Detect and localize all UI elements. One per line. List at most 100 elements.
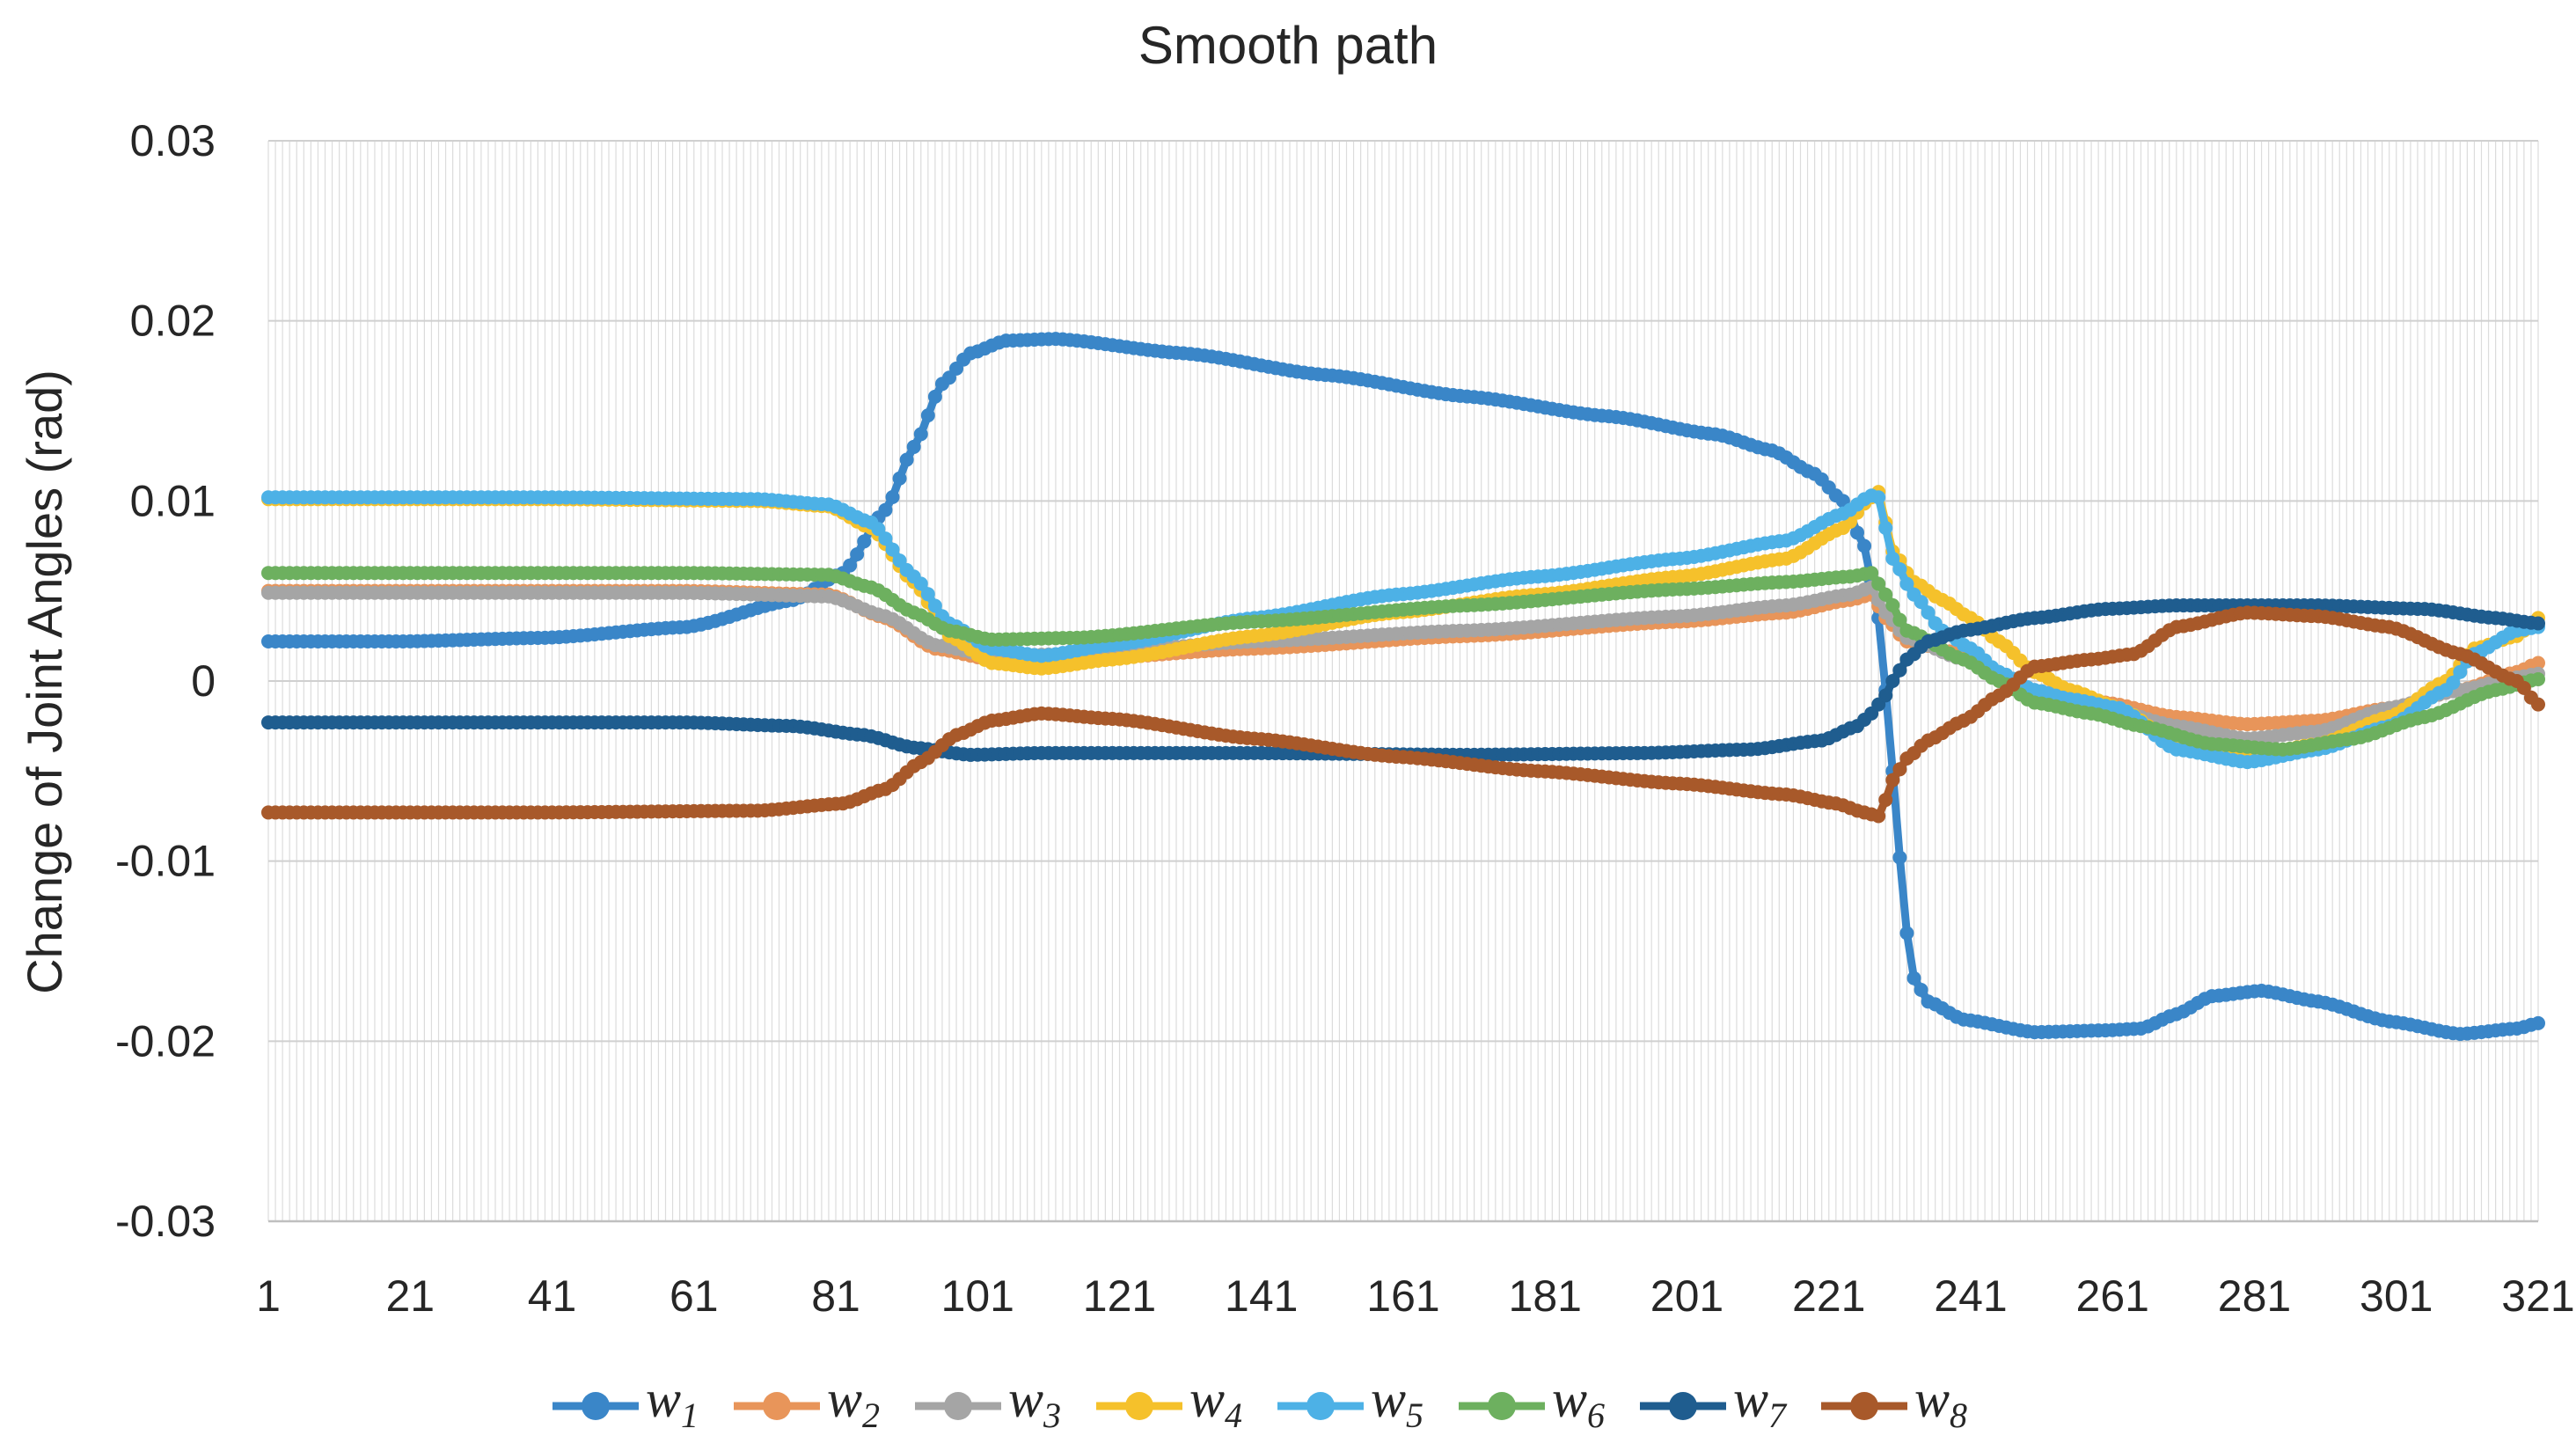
x-tick-label: 161: [1366, 1271, 1439, 1321]
legend-label-w2: w2: [827, 1370, 880, 1435]
legend-item-w8: w8: [1821, 1370, 1967, 1435]
data-point-w5: [913, 576, 928, 591]
legend-item-w4: w4: [1096, 1370, 1242, 1435]
data-point-w5: [878, 531, 893, 546]
x-tick-label: 121: [1083, 1271, 1156, 1321]
data-point-w6: [1878, 587, 1893, 602]
legend-item-w3: w3: [915, 1370, 1061, 1435]
legend-marker-w1: [582, 1392, 610, 1420]
data-point-w1: [899, 452, 914, 467]
y-tick-label: 0.02: [130, 297, 216, 346]
chart-title: Smooth path: [1138, 16, 1438, 75]
data-point-w6: [2531, 671, 2545, 686]
data-point-w1: [906, 439, 921, 454]
legend-marker-w8: [1850, 1392, 1878, 1420]
data-point-w1: [920, 408, 935, 423]
data-point-w8: [1878, 793, 1893, 808]
legend-marker-w4: [1125, 1392, 1153, 1420]
x-tick-labels: 1 21 41 61 81 101 121 141 161 181 201 221 241 261 281 3…: [256, 1271, 2575, 1321]
data-point-w5: [920, 587, 935, 602]
data-point-w8: [1885, 773, 1900, 787]
data-point-w1: [843, 558, 858, 573]
legend-label-w6: w6: [1552, 1370, 1605, 1435]
series-w8: [261, 605, 2545, 824]
data-point-w1: [885, 490, 900, 505]
x-tick-label: 181: [1509, 1271, 1582, 1321]
data-point-w5: [2453, 664, 2468, 679]
data-point-w8: [2531, 697, 2545, 712]
legend-label-w4: w4: [1189, 1370, 1242, 1435]
data-point-w5: [1914, 595, 1928, 610]
legend-label-w5: w5: [1371, 1370, 1423, 1435]
legend-label-w7: w7: [1733, 1370, 1788, 1435]
legend-label-w1: w1: [646, 1370, 699, 1435]
data-point-w7: [1892, 663, 1907, 678]
y-tick-label: -0.02: [115, 1016, 216, 1066]
legend-marker-w2: [763, 1392, 791, 1420]
data-point-w1: [1906, 971, 1921, 985]
y-axis-title: Change of Joint Angles (rad): [17, 370, 72, 994]
legend-label-w3: w3: [1008, 1370, 1061, 1435]
data-point-w8: [1892, 762, 1907, 777]
data-point-w7: [2531, 616, 2545, 631]
x-tick-label: 81: [811, 1271, 860, 1321]
data-point-w7: [1878, 688, 1893, 703]
data-point-w5: [885, 542, 900, 557]
data-point-w1: [878, 502, 893, 517]
x-tick-label: 301: [2360, 1271, 2433, 1321]
data-point-w1: [1892, 850, 1907, 865]
x-tick-label: 61: [670, 1271, 719, 1321]
x-tick-label: 321: [2501, 1271, 2574, 1321]
data-point-w5: [1878, 521, 1893, 536]
data-point-w7: [1885, 674, 1900, 688]
legend-marker-w3: [944, 1392, 972, 1420]
data-point-w1: [857, 534, 872, 549]
x-tick-label: 1: [256, 1271, 281, 1321]
data-point-w6: [1864, 566, 1879, 581]
data-point-w1: [1899, 926, 1914, 941]
legend-item-w2: w2: [734, 1370, 880, 1435]
y-tick-label: -0.01: [115, 837, 216, 886]
y-tick-label: 0.03: [130, 116, 216, 165]
legend: w1 w2 w3 w4 w5 w6 w7 w8: [553, 1370, 1967, 1435]
legend-label-w8: w8: [1914, 1370, 1967, 1435]
grid: [267, 140, 2539, 1223]
x-tick-label: 201: [1650, 1271, 1723, 1321]
data-point-w8: [1871, 809, 1886, 824]
x-tick-label: 221: [1792, 1271, 1865, 1321]
data-point-w1: [892, 471, 907, 486]
data-point-w6: [1885, 597, 1900, 612]
data-point-w1: [2531, 1015, 2545, 1030]
data-point-w1: [1850, 525, 1864, 540]
data-point-w2: [2531, 656, 2545, 670]
data-point-w1: [850, 546, 865, 561]
y-tick-label: 0: [191, 656, 216, 706]
x-tick-label: 141: [1225, 1271, 1298, 1321]
x-tick-label: 41: [528, 1271, 577, 1321]
y-tick-labels: 0.03 0.02 0.01 0 -0.01 -0.02 -0.03: [115, 116, 216, 1246]
data-point-w5: [1899, 576, 1914, 591]
data-point-w1: [1914, 983, 1928, 997]
legend-marker-w7: [1669, 1392, 1697, 1420]
y-tick-label: 0.01: [130, 476, 216, 525]
legend-item-w1: w1: [553, 1370, 699, 1435]
data-point-w6: [1892, 612, 1907, 627]
legend-marker-w5: [1306, 1392, 1335, 1420]
data-point-w5: [1885, 551, 1900, 566]
x-tick-label: 21: [385, 1271, 435, 1321]
legend-item-w6: w6: [1459, 1370, 1605, 1435]
x-tick-label: 241: [1934, 1271, 2007, 1321]
legend-item-w5: w5: [1277, 1370, 1423, 1435]
data-point-w5: [927, 598, 942, 613]
data-point-w1: [913, 427, 928, 442]
data-point-w1: [1857, 538, 1872, 553]
data-point-w5: [1892, 561, 1907, 576]
y-tick-label: -0.03: [115, 1197, 216, 1246]
x-tick-label: 261: [2076, 1271, 2149, 1321]
x-tick-label: 101: [941, 1271, 1014, 1321]
data-point-w1: [927, 389, 942, 404]
data-point-w5: [1921, 605, 1936, 620]
data-point-w5: [2446, 675, 2461, 690]
x-tick-label: 281: [2218, 1271, 2291, 1321]
